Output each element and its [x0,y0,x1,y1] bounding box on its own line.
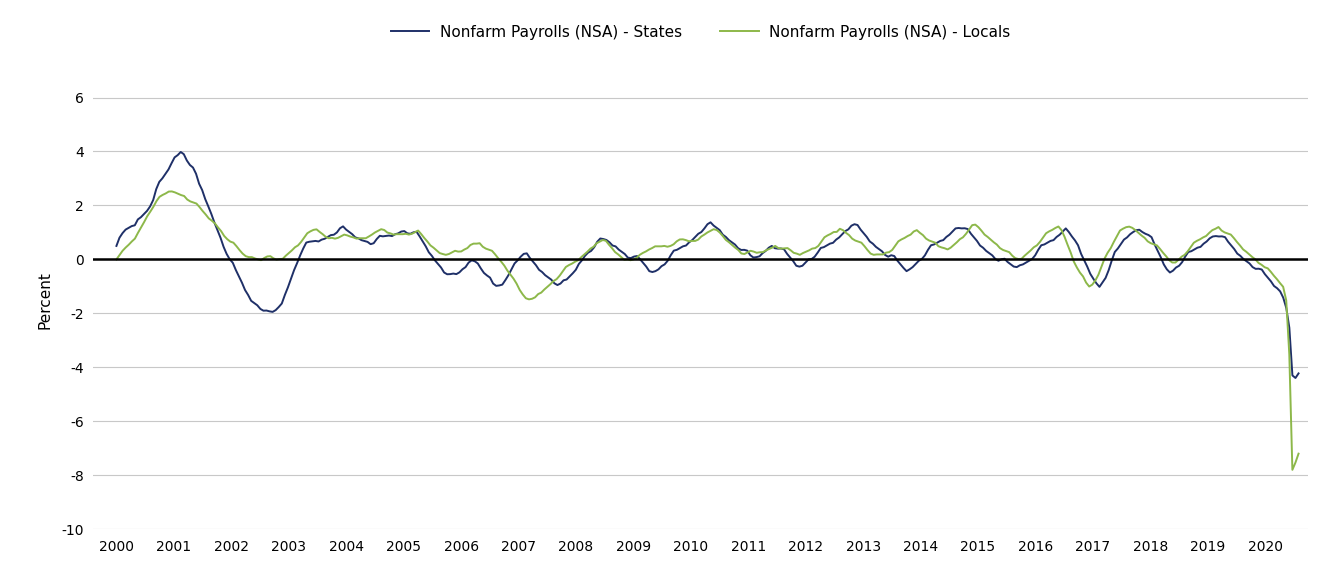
Y-axis label: Percent: Percent [37,271,53,329]
Nonfarm Payrolls (NSA) - States [172,148,188,155]
Nonfarm Payrolls (NSA) - Locals [598,238,614,245]
Nonfarm Payrolls (NSA) - States [108,242,124,249]
Line: Nonfarm Payrolls (NSA) - States: Nonfarm Payrolls (NSA) - States [116,152,1299,378]
Nonfarm Payrolls (NSA) - Locals [216,232,232,239]
Nonfarm Payrolls (NSA) - Locals [108,256,124,263]
Nonfarm Payrolls (NSA) - Locals [1291,450,1307,457]
Nonfarm Payrolls (NSA) - States [1287,375,1303,382]
Nonfarm Payrolls (NSA) - Locals [136,219,152,226]
Nonfarm Payrolls (NSA) - Locals [933,244,949,251]
Legend: Nonfarm Payrolls (NSA) - States, Nonfarm Payrolls (NSA) - Locals: Nonfarm Payrolls (NSA) - States, Nonfarm… [384,19,1017,46]
Nonfarm Payrolls (NSA) - States [415,238,431,245]
Nonfarm Payrolls (NSA) - Locals [1284,466,1300,473]
Nonfarm Payrolls (NSA) - States [449,270,465,278]
Nonfarm Payrolls (NSA) - Locals [164,188,180,195]
Nonfarm Payrolls (NSA) - Locals [737,250,753,258]
Line: Nonfarm Payrolls (NSA) - Locals: Nonfarm Payrolls (NSA) - Locals [116,192,1299,470]
Nonfarm Payrolls (NSA) - States [1291,370,1307,377]
Nonfarm Payrolls (NSA) - Locals [897,235,913,242]
Nonfarm Payrolls (NSA) - States [176,151,192,158]
Nonfarm Payrolls (NSA) - States [402,230,418,238]
Nonfarm Payrolls (NSA) - States [433,264,449,271]
Nonfarm Payrolls (NSA) - States [804,255,820,262]
